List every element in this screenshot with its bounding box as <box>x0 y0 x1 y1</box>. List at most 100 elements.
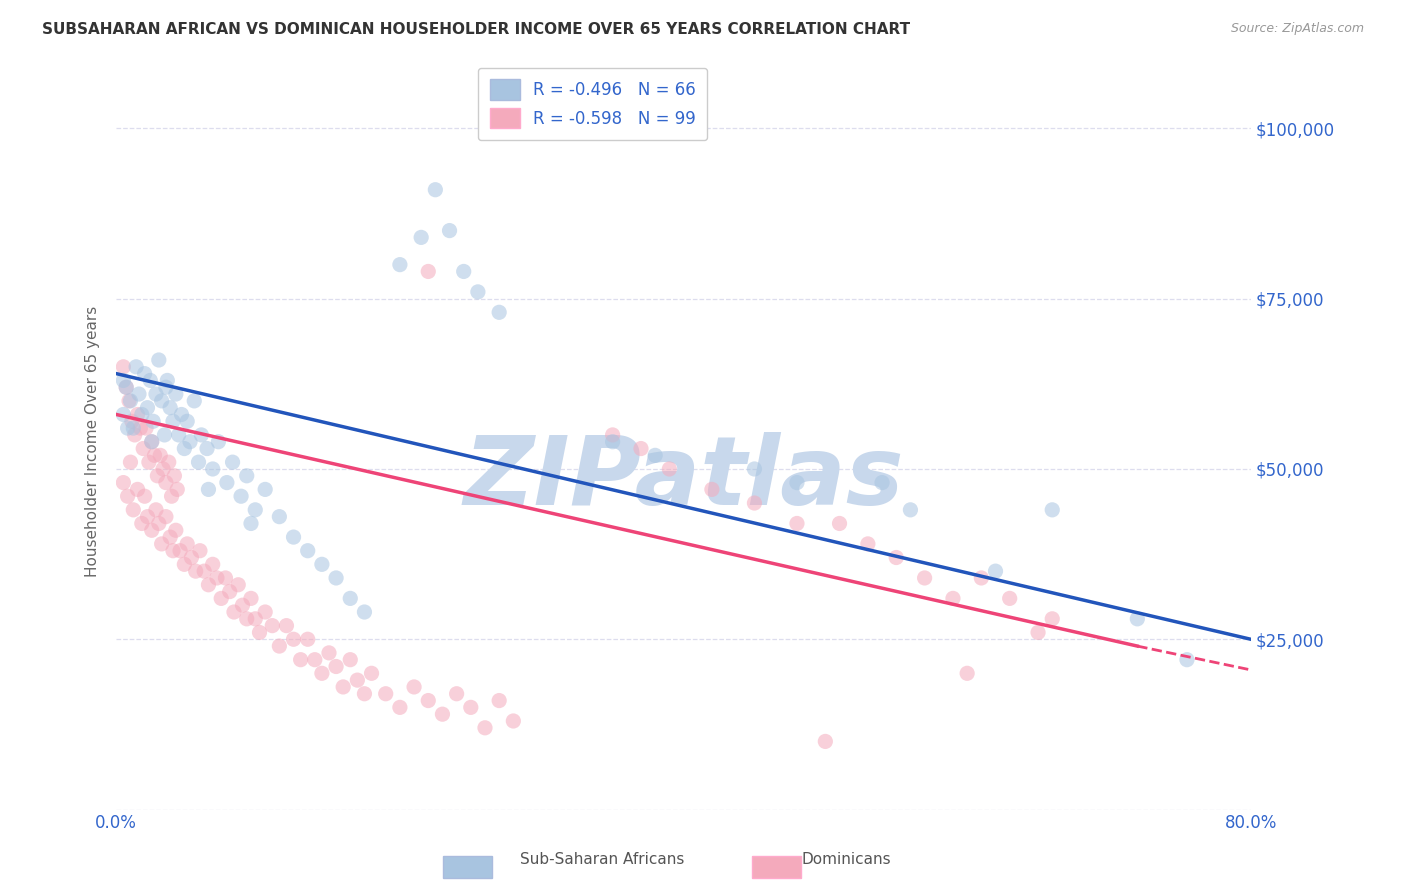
Point <box>240 591 263 606</box>
Point <box>180 550 202 565</box>
Point <box>488 693 510 707</box>
Text: ZIPatlas: ZIPatlas <box>463 432 904 525</box>
Point <box>136 401 159 415</box>
Point <box>134 367 156 381</box>
Point <box>155 380 177 394</box>
Point <box>136 509 159 524</box>
Point <box>155 509 177 524</box>
Point <box>984 564 1007 578</box>
Point <box>120 393 142 408</box>
Point <box>222 605 245 619</box>
Text: Source: ZipAtlas.com: Source: ZipAtlas.com <box>1230 22 1364 36</box>
Point <box>786 475 808 490</box>
Point <box>134 489 156 503</box>
Point <box>150 393 173 408</box>
Point <box>814 734 837 748</box>
Point <box>446 687 468 701</box>
Point <box>156 373 179 387</box>
Point <box>155 475 177 490</box>
Point <box>162 543 184 558</box>
Point <box>700 483 723 497</box>
Point <box>262 618 284 632</box>
Point <box>112 359 135 374</box>
Point <box>388 700 411 714</box>
Text: Dominicans: Dominicans <box>801 852 891 867</box>
Point <box>195 442 218 456</box>
Point <box>221 455 243 469</box>
Point <box>325 659 347 673</box>
Point <box>176 414 198 428</box>
Point <box>132 442 155 456</box>
Point <box>187 455 209 469</box>
Point <box>197 483 219 497</box>
Point <box>188 543 211 558</box>
Point <box>218 584 240 599</box>
Point <box>744 496 766 510</box>
Point <box>141 434 163 449</box>
Point <box>159 530 181 544</box>
Point <box>127 408 149 422</box>
Point <box>970 571 993 585</box>
Point <box>658 462 681 476</box>
Point <box>167 428 190 442</box>
Point <box>304 653 326 667</box>
Point <box>207 434 229 449</box>
Point <box>318 646 340 660</box>
Point <box>145 387 167 401</box>
Point <box>998 591 1021 606</box>
Point <box>184 564 207 578</box>
Point <box>173 558 195 572</box>
Point <box>129 421 152 435</box>
Point <box>630 442 652 456</box>
Point <box>183 393 205 408</box>
Point <box>884 550 907 565</box>
Point <box>148 353 170 368</box>
Point <box>432 707 454 722</box>
Point <box>226 578 249 592</box>
Point <box>169 543 191 558</box>
Point <box>269 639 291 653</box>
Point <box>145 503 167 517</box>
Point <box>856 537 879 551</box>
Point <box>153 428 176 442</box>
Point <box>332 680 354 694</box>
Point <box>1175 653 1198 667</box>
Point <box>150 537 173 551</box>
Point <box>297 543 319 558</box>
Point <box>644 448 666 462</box>
Point <box>131 516 153 531</box>
Point <box>125 359 148 374</box>
Point <box>142 414 165 428</box>
Point <box>474 721 496 735</box>
Point <box>254 483 277 497</box>
Point <box>141 523 163 537</box>
Point <box>122 503 145 517</box>
Legend: R = -0.496   N = 66, R = -0.598   N = 99: R = -0.496 N = 66, R = -0.598 N = 99 <box>478 68 707 140</box>
Point <box>117 421 139 435</box>
Point <box>453 264 475 278</box>
Point <box>165 523 187 537</box>
Point <box>170 408 193 422</box>
Point <box>160 489 183 503</box>
Point <box>353 605 375 619</box>
Point <box>149 448 172 462</box>
Point <box>159 401 181 415</box>
Point <box>118 393 141 408</box>
Point <box>1126 612 1149 626</box>
Point <box>828 516 851 531</box>
Point <box>276 618 298 632</box>
Point <box>231 598 253 612</box>
Point <box>374 687 396 701</box>
Point <box>166 483 188 497</box>
Point <box>141 434 163 449</box>
Point <box>488 305 510 319</box>
Point <box>127 483 149 497</box>
Point <box>460 700 482 714</box>
Point <box>425 183 447 197</box>
Point <box>404 680 426 694</box>
Point <box>131 408 153 422</box>
Point <box>193 564 215 578</box>
Point <box>163 468 186 483</box>
Point <box>139 373 162 387</box>
Point <box>900 503 922 517</box>
